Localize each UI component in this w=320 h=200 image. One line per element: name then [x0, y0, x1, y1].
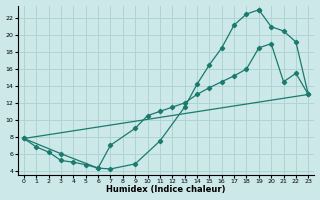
- X-axis label: Humidex (Indice chaleur): Humidex (Indice chaleur): [106, 185, 226, 194]
